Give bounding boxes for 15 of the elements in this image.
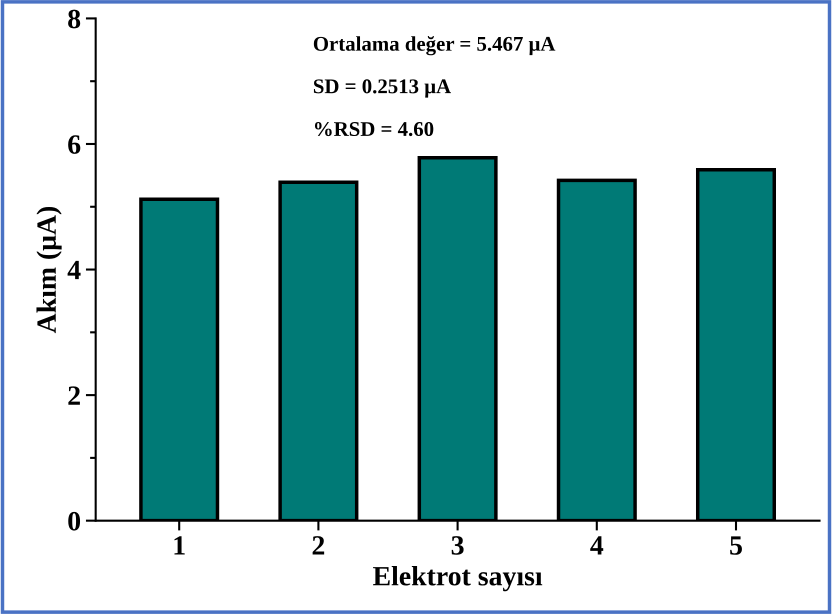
- y-axis-title: Akım (μA): [36, 206, 62, 334]
- x-tick-label: 1: [174, 536, 185, 555]
- x-tick-label: 5: [730, 536, 742, 555]
- x-tick-label: 4: [590, 536, 604, 555]
- y-tick-label: 6: [68, 135, 80, 154]
- annotation: Ortalama değer = 5.467 μA: [314, 36, 556, 56]
- y-tick-label: 8: [68, 10, 80, 28]
- y-tick-label: 4: [68, 260, 81, 280]
- y-tick-label: 2: [68, 386, 80, 405]
- x-axis-title: Elektrot sayısı: [373, 566, 542, 592]
- annotation: SD = 0.2513 μA: [314, 79, 451, 98]
- y-tick-label: 0: [68, 512, 80, 531]
- x-tick-label: 3: [452, 536, 464, 555]
- x-tick-label: 2: [312, 536, 324, 555]
- annotation: %RSD = 4.60: [314, 122, 434, 136]
